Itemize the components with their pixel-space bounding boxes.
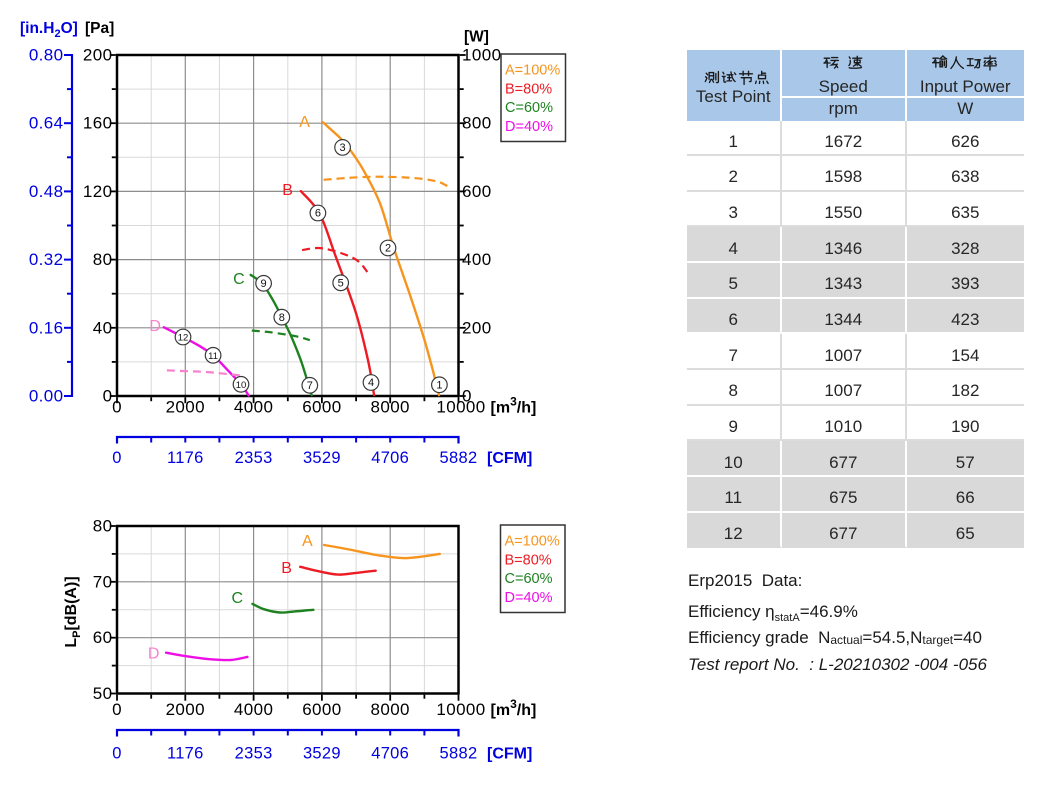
svg-text:70: 70	[93, 572, 113, 591]
svg-text:4706: 4706	[371, 449, 409, 467]
svg-text:D: D	[148, 646, 160, 663]
svg-text:2353: 2353	[235, 745, 273, 763]
svg-text:40: 40	[93, 318, 113, 337]
svg-text:4: 4	[368, 377, 374, 389]
svg-text:6: 6	[315, 208, 321, 220]
svg-text:60: 60	[93, 628, 113, 647]
svg-text:0.00: 0.00	[29, 387, 64, 406]
svg-text:A=100%: A=100%	[505, 534, 560, 550]
svg-text:3529: 3529	[303, 745, 341, 763]
svg-text:[CFM]: [CFM]	[487, 746, 532, 763]
svg-text:A: A	[299, 114, 310, 131]
svg-text:A=100%: A=100%	[505, 63, 560, 79]
svg-text:C: C	[233, 271, 245, 288]
svg-text:LP[dB(A)]: LP[dB(A)]	[63, 576, 83, 647]
svg-text:2000: 2000	[166, 700, 205, 719]
svg-text:1000: 1000	[462, 46, 501, 65]
svg-text:9: 9	[261, 278, 267, 290]
svg-text:10000: 10000	[436, 398, 485, 417]
svg-text:1: 1	[436, 380, 442, 392]
svg-text:0: 0	[112, 745, 121, 763]
svg-text:800: 800	[462, 114, 492, 133]
svg-text:10000: 10000	[436, 700, 485, 719]
svg-text:10: 10	[236, 380, 247, 391]
svg-text:B: B	[282, 182, 293, 199]
svg-text:[m3/h]: [m3/h]	[491, 697, 537, 719]
svg-text:0.64: 0.64	[29, 114, 64, 133]
svg-text:0.32: 0.32	[29, 250, 64, 269]
svg-text:2: 2	[385, 243, 391, 255]
svg-text:A: A	[302, 533, 313, 550]
svg-text:400: 400	[462, 250, 492, 269]
svg-text:0: 0	[112, 700, 122, 719]
svg-text:1176: 1176	[167, 449, 204, 467]
svg-text:[W]: [W]	[464, 29, 489, 46]
svg-text:50: 50	[93, 684, 113, 703]
svg-text:5882: 5882	[440, 745, 478, 763]
svg-text:11: 11	[208, 351, 218, 362]
svg-text:0.80: 0.80	[29, 46, 64, 65]
svg-text:D: D	[149, 318, 161, 335]
svg-text:600: 600	[462, 182, 492, 201]
svg-text:80: 80	[93, 517, 113, 536]
svg-text:1176: 1176	[167, 745, 204, 763]
svg-text:C=60%: C=60%	[505, 100, 553, 116]
svg-text:2000: 2000	[166, 398, 205, 417]
svg-text:3: 3	[340, 142, 346, 154]
svg-text:B=80%: B=80%	[505, 552, 552, 568]
svg-text:8000: 8000	[370, 398, 409, 417]
svg-text:0.16: 0.16	[29, 318, 64, 337]
svg-text:120: 120	[83, 182, 113, 201]
svg-text:200: 200	[462, 318, 492, 337]
svg-text:D=40%: D=40%	[505, 590, 553, 606]
svg-text:4000: 4000	[234, 700, 273, 719]
svg-text:[Pa]: [Pa]	[85, 20, 114, 37]
svg-text:B: B	[281, 560, 292, 577]
svg-text:C=60%: C=60%	[505, 571, 553, 587]
svg-text:5882: 5882	[440, 449, 478, 467]
svg-text:6000: 6000	[302, 700, 341, 719]
svg-text:D=40%: D=40%	[505, 119, 553, 135]
svg-text:160: 160	[83, 114, 113, 133]
svg-text:[CFM]: [CFM]	[487, 450, 532, 467]
svg-text:12: 12	[178, 333, 189, 344]
svg-text:3529: 3529	[303, 449, 341, 467]
svg-text:5: 5	[338, 278, 344, 290]
svg-text:7: 7	[307, 380, 313, 392]
svg-text:0: 0	[112, 449, 121, 467]
svg-text:4706: 4706	[371, 745, 409, 763]
svg-text:6000: 6000	[302, 398, 341, 417]
svg-text:C: C	[232, 590, 244, 607]
svg-text:0: 0	[103, 387, 113, 406]
svg-text:200: 200	[83, 46, 113, 65]
svg-text:B=80%: B=80%	[505, 81, 552, 97]
svg-text:80: 80	[93, 250, 113, 269]
svg-text:[m3/h]: [m3/h]	[491, 395, 537, 417]
svg-text:0.48: 0.48	[29, 182, 64, 201]
svg-text:0: 0	[462, 387, 472, 406]
svg-text:8: 8	[279, 312, 285, 324]
svg-text:4000: 4000	[234, 398, 273, 417]
svg-text:[in.H2O]: [in.H2O]	[20, 20, 78, 40]
svg-text:0: 0	[112, 398, 122, 417]
svg-text:8000: 8000	[370, 700, 409, 719]
svg-text:2353: 2353	[235, 449, 273, 467]
